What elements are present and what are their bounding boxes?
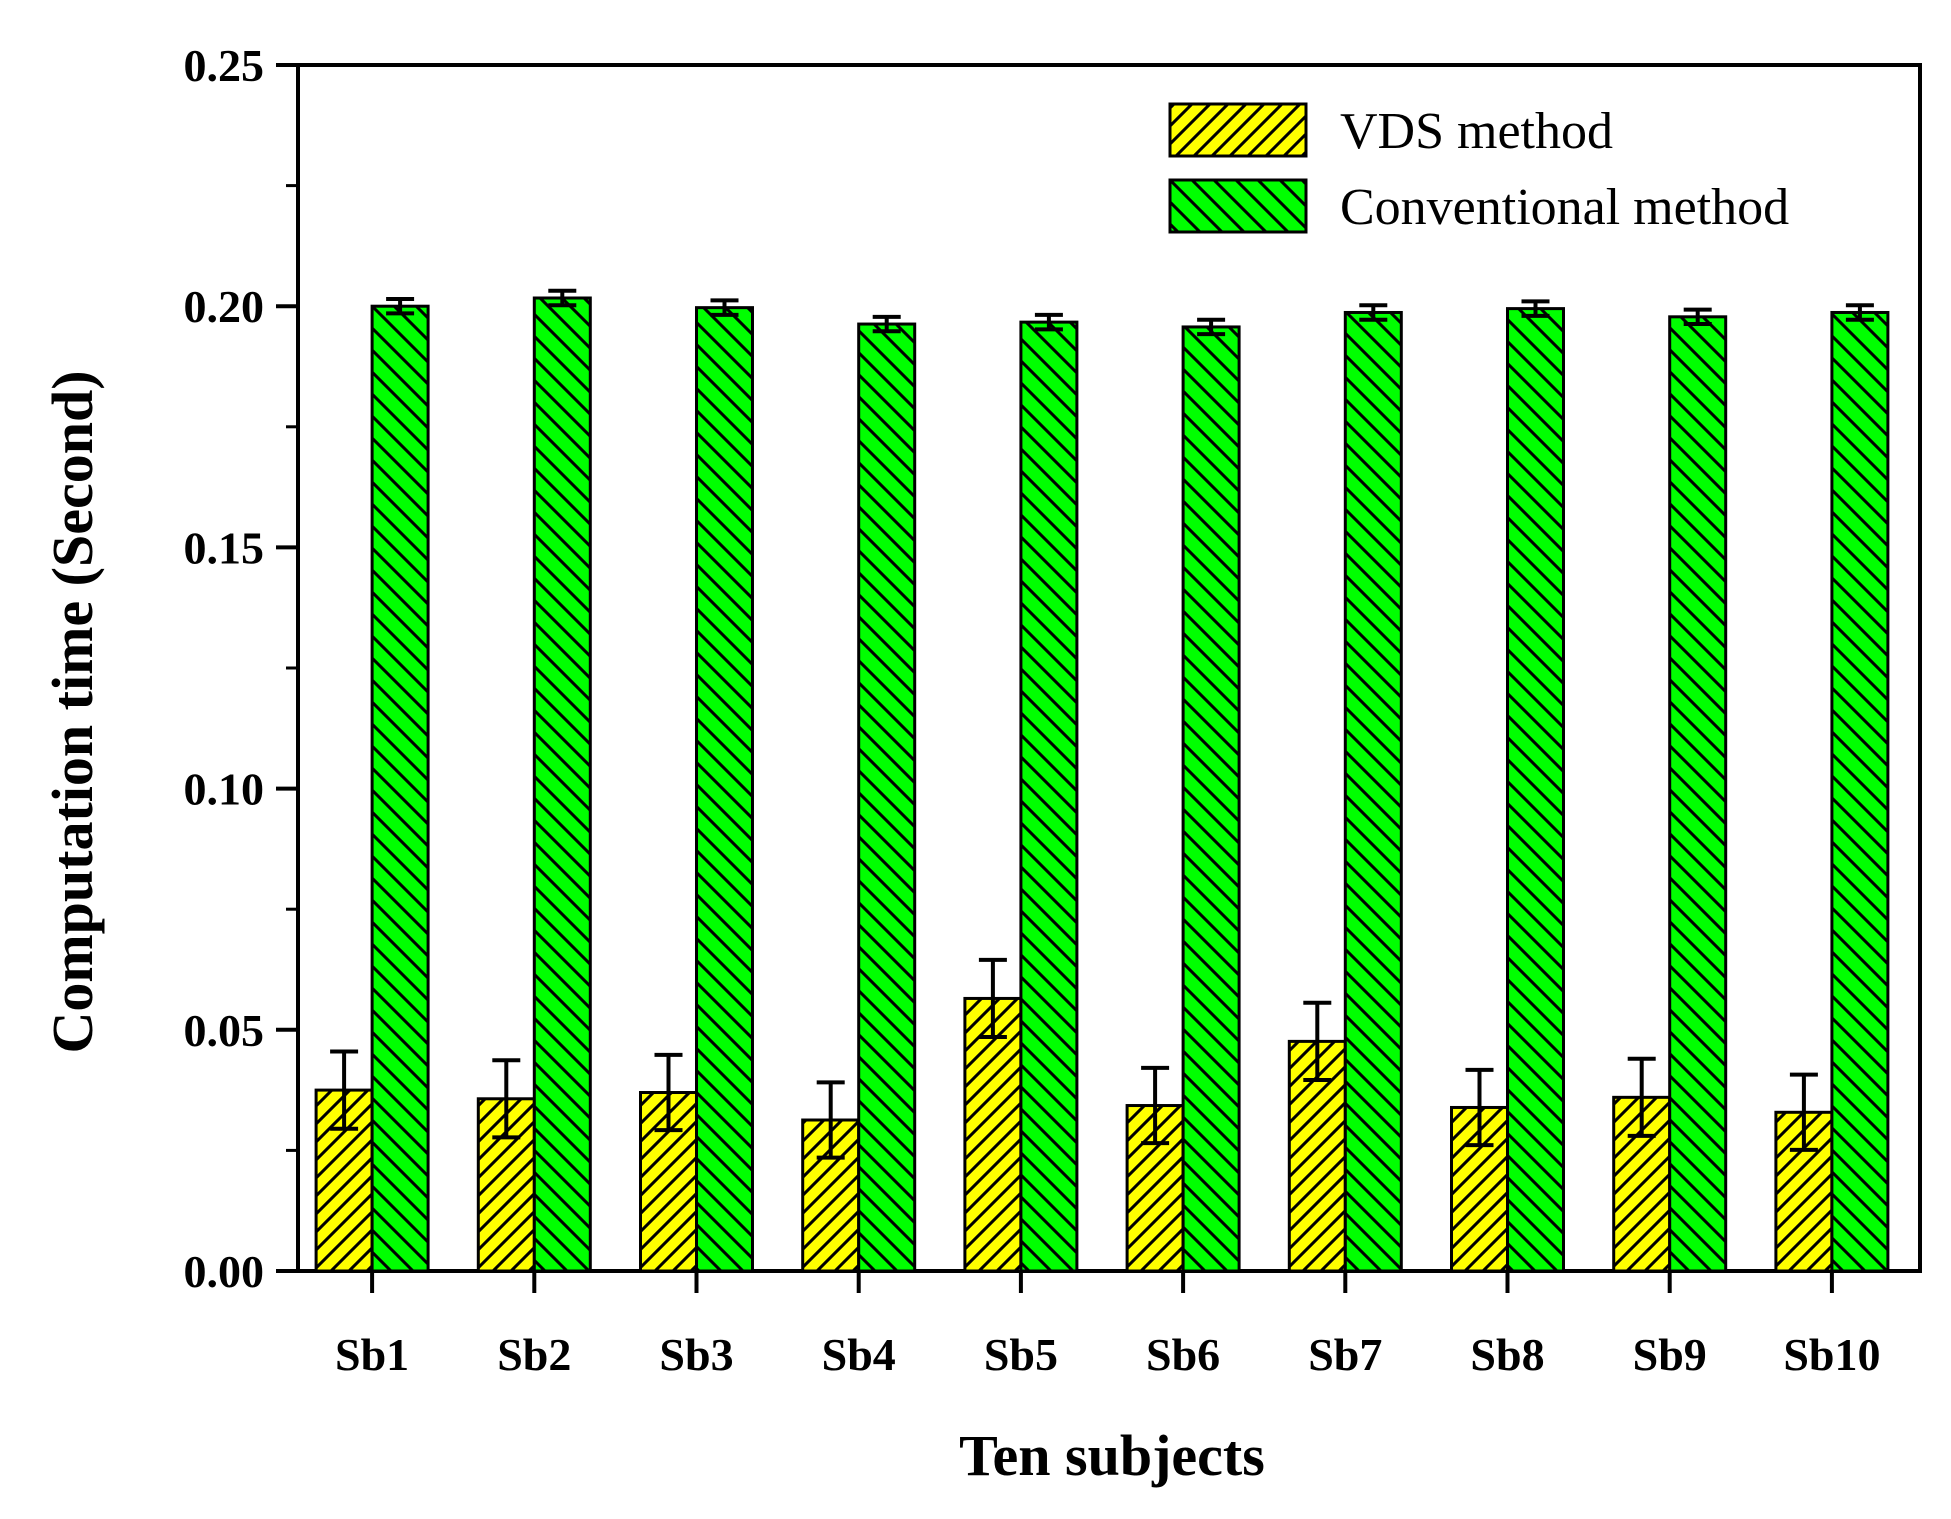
y-tick-label: 0.20 — [184, 281, 265, 332]
legend-label-vds: VDS method — [1340, 103, 1613, 160]
bar-conventional-sb5 — [1019, 312, 1079, 1273]
x-tick-label: Sb5 — [984, 1329, 1058, 1380]
x-tick-label: Sb8 — [1470, 1329, 1544, 1380]
bar-vds-sb7 — [1287, 1000, 1347, 1273]
bar-conventional-sb6 — [1181, 317, 1241, 1273]
x-tick-label: Sb6 — [1146, 1329, 1220, 1380]
bar-hatch — [370, 304, 430, 1273]
bar-vds-sb2 — [476, 1058, 536, 1273]
bar-conventional-sb2 — [532, 288, 592, 1273]
bar-hatch — [695, 306, 754, 1273]
bar-hatch — [1019, 320, 1079, 1273]
x-tick-label: Sb3 — [659, 1329, 733, 1380]
y-axis-title: Computation time (Second) — [40, 370, 105, 1053]
bar-conventional-sb7 — [1343, 303, 1403, 1273]
y-tick-label: 0.05 — [184, 1005, 265, 1056]
bar-conventional-sb9 — [1668, 307, 1728, 1273]
bar-conventional-sb1 — [370, 296, 430, 1273]
x-axis-title: Ten subjects — [959, 1423, 1265, 1488]
y-tick-label: 0.15 — [184, 522, 265, 573]
legend-item-conventional: Conventional method — [1168, 178, 1789, 236]
x-tick-label: Sb2 — [497, 1329, 571, 1380]
bar-vds-sb4 — [801, 1080, 861, 1273]
bar-vds-sb8 — [1450, 1067, 1509, 1273]
x-tick-label: Sb1 — [335, 1329, 409, 1380]
bar-conventional-sb3 — [695, 298, 754, 1273]
bar-hatch — [1181, 325, 1241, 1273]
bar-conventional-sb4 — [857, 314, 917, 1273]
bar-conventional-sb10 — [1830, 303, 1890, 1273]
bar-hatch — [532, 296, 592, 1273]
bar-vds-sb5 — [963, 957, 1023, 1273]
bar-vds-sb10 — [1774, 1072, 1834, 1273]
y-tick-label: 0.00 — [184, 1246, 265, 1297]
x-tick-label: Sb4 — [822, 1329, 896, 1380]
y-tick-label: 0.10 — [184, 764, 265, 815]
bar-series — [314, 288, 1890, 1273]
legend: VDS method Conventional method — [1168, 102, 1789, 236]
bar-hatch — [1668, 315, 1728, 1273]
x-tick-label: Sb10 — [1783, 1329, 1880, 1380]
y-tick-label: 0.25 — [184, 40, 265, 91]
bar-hatch — [1506, 307, 1565, 1273]
bar-hatch — [857, 322, 917, 1273]
legend-item-vds: VDS method — [1168, 102, 1613, 160]
bar-vds-sb3 — [639, 1052, 698, 1273]
bar-hatch — [1343, 310, 1403, 1273]
x-tick-label: Sb7 — [1308, 1329, 1382, 1380]
bar-vds-sb9 — [1612, 1056, 1672, 1273]
bar-hatch — [963, 996, 1023, 1273]
legend-label-conventional: Conventional method — [1340, 179, 1789, 236]
x-axis: Sb1 Sb2 Sb3 Sb4 Sb5 Sb6 Sb7 Sb8 Sb9 Sb10 — [335, 1271, 1880, 1380]
bar-conventional-sb8 — [1506, 299, 1565, 1273]
bar-hatch — [1830, 310, 1890, 1273]
y-axis: 0.00 0.05 0.10 0.15 0.20 0.25 — [184, 40, 298, 1297]
bar-vds-sb1 — [314, 1049, 374, 1273]
x-tick-label: Sb9 — [1633, 1329, 1707, 1380]
bar-vds-sb6 — [1125, 1065, 1185, 1273]
